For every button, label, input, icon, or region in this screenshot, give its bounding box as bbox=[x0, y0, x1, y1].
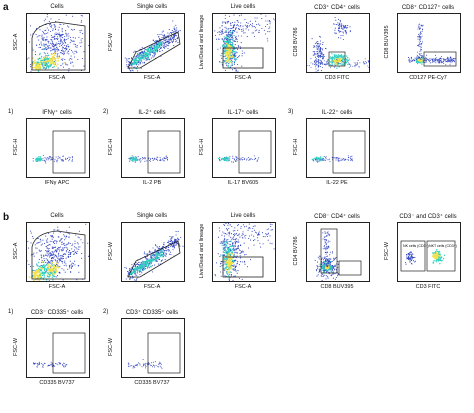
scatter-density bbox=[214, 14, 275, 72]
plot-title: IL-2⁺ cells bbox=[138, 110, 166, 116]
plot-title: CD3⁻ and CD3⁺ cells bbox=[399, 214, 457, 220]
y-axis-label: FSC-H bbox=[293, 138, 299, 156]
x-axis-label: CD335 BV737 bbox=[134, 380, 170, 386]
y-axis-label: CD4 BV786 bbox=[293, 236, 299, 266]
x-axis-label: IL-22 PE bbox=[326, 180, 348, 186]
x-axis-label: CD127 PE-Cy7 bbox=[409, 75, 447, 81]
y-axis-label: FSC-W bbox=[384, 241, 390, 261]
x-axis-label: FSC-A bbox=[234, 75, 252, 81]
scatter-density bbox=[128, 130, 181, 174]
x-axis-label: IFNγ APC bbox=[44, 180, 70, 186]
y-axis-label: FSC-H bbox=[13, 138, 19, 156]
scatter-density bbox=[218, 130, 272, 174]
plot-number: 2) bbox=[103, 109, 109, 115]
scatter-density bbox=[307, 16, 369, 72]
plot-frame bbox=[306, 222, 370, 282]
y-axis-label: SSC-A bbox=[13, 33, 19, 51]
y-axis-label: Live/Dead and lineage bbox=[199, 223, 205, 279]
plot-title: IFNγ⁺ cells bbox=[42, 110, 72, 116]
panel-letter-b: b bbox=[3, 212, 10, 223]
plot-frame bbox=[306, 13, 370, 73]
y-axis-label: CD8 BV786 bbox=[293, 27, 299, 57]
plot-title: Cells bbox=[50, 4, 64, 10]
plot-title: IL-17⁺ cells bbox=[227, 110, 259, 116]
scatter-density bbox=[27, 223, 89, 281]
x-axis-label: CD3 FITC bbox=[415, 284, 441, 290]
plot-frame bbox=[121, 13, 185, 73]
plot-title: CD8⁻ CD4⁺ cells bbox=[314, 214, 360, 220]
x-axis-label: FSC-A bbox=[234, 284, 252, 290]
plot-title: Cells bbox=[50, 213, 64, 219]
x-axis-label: IL-17 BV605 bbox=[227, 180, 259, 186]
y-axis-label: FSC-H bbox=[108, 138, 114, 156]
plot-frame bbox=[26, 118, 90, 178]
plot-title: IL-22⁺ cells bbox=[321, 110, 353, 116]
x-axis-label: FSC-A bbox=[143, 284, 161, 290]
plot-number: 1) bbox=[8, 309, 14, 315]
plot-frame bbox=[121, 222, 185, 282]
scatter-density bbox=[32, 332, 86, 374]
y-axis-label: FSC-W bbox=[108, 337, 114, 357]
y-axis-label: CD8 BUV395 bbox=[384, 25, 390, 59]
scatter-density bbox=[124, 20, 181, 72]
plot-frame bbox=[212, 13, 276, 73]
x-axis-label: IL-2 PB bbox=[142, 180, 162, 186]
x-axis-label: CD3 FITC bbox=[324, 75, 350, 81]
plot-frame bbox=[26, 222, 90, 282]
plot-number: 3) bbox=[288, 109, 294, 115]
plot-frame bbox=[306, 118, 370, 178]
plot-title: CD3⁺ CD335⁺ cells bbox=[125, 310, 179, 316]
plot-frame bbox=[212, 118, 276, 178]
gate-label-nk: NK cells (CD3⁻) bbox=[403, 244, 429, 248]
scatter-density bbox=[407, 23, 457, 67]
y-axis-label: Live/Dead and lineage bbox=[199, 14, 205, 70]
scatter-density bbox=[314, 228, 362, 281]
gate-label-nkt: NKT cells (CD3⁺) bbox=[429, 244, 457, 248]
plot-frame: NK cells (CD3⁻) NKT cells (CD3⁺) bbox=[397, 222, 461, 282]
plot-frame bbox=[121, 318, 185, 378]
x-axis-label: FSC-A bbox=[48, 284, 66, 290]
scatter-density bbox=[27, 14, 89, 72]
plot-number: 2) bbox=[103, 309, 109, 315]
y-axis-label: FSC-W bbox=[108, 32, 114, 52]
plot-title: Single cells bbox=[136, 4, 168, 10]
plot-title: CD3⁻ CD335⁺ cells bbox=[30, 310, 84, 316]
plot-frame bbox=[26, 13, 90, 73]
y-axis-label: SSC-A bbox=[13, 242, 19, 260]
y-axis-label: FSC-W bbox=[13, 337, 19, 357]
scatter-density bbox=[124, 231, 184, 281]
x-axis-label: FSC-A bbox=[143, 75, 161, 81]
x-axis-label: CD335 BV737 bbox=[39, 380, 75, 386]
scatter-density bbox=[32, 130, 86, 174]
y-axis-label: FSC-H bbox=[199, 138, 205, 156]
scatter-density bbox=[311, 130, 366, 174]
panel-letter-a: a bbox=[3, 2, 9, 13]
scatter-density: NK cells (CD3⁻) NKT cells (CD3⁺) bbox=[400, 240, 457, 272]
scatter-density bbox=[214, 223, 275, 281]
plot-title: Live cells bbox=[230, 213, 256, 219]
x-axis-label: FSC-A bbox=[48, 75, 66, 81]
plot-frame bbox=[121, 118, 185, 178]
x-axis-label: CD8 BUV395 bbox=[320, 284, 354, 290]
plot-title: Live cells bbox=[230, 4, 256, 10]
plot-title: CD3⁺ CD4⁺ cells bbox=[314, 5, 360, 11]
plot-number: 1) bbox=[8, 109, 14, 115]
plot-frame bbox=[26, 318, 90, 378]
plot-title: Single cells bbox=[136, 213, 168, 219]
plot-title: CD8⁺ CD127⁺ cells bbox=[401, 5, 455, 11]
plot-frame bbox=[397, 13, 461, 73]
y-axis-label: FSC-W bbox=[108, 241, 114, 261]
scatter-density bbox=[127, 332, 181, 374]
plot-frame bbox=[212, 222, 276, 282]
